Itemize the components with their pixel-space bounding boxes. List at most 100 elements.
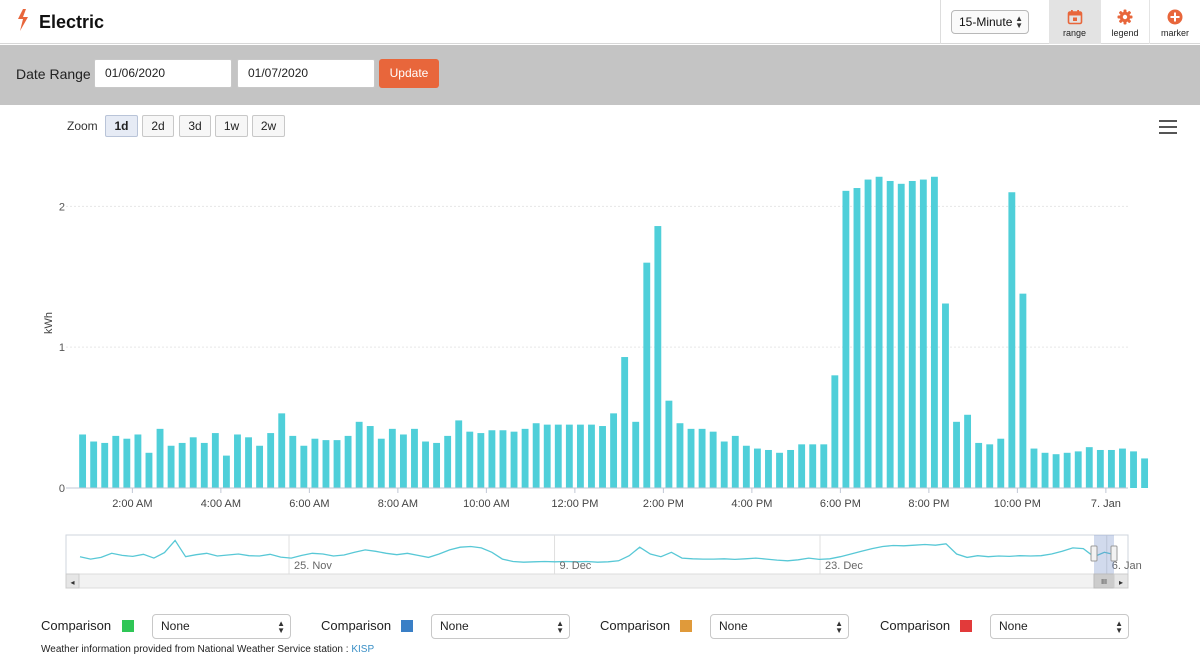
usage-bar[interactable] (919, 179, 927, 488)
navigator-right-handle[interactable] (1110, 545, 1118, 562)
usage-bar[interactable] (776, 452, 783, 488)
update-button[interactable]: Update (379, 59, 439, 88)
usage-bar[interactable] (1074, 451, 1082, 488)
usage-bar[interactable] (433, 442, 441, 488)
start-date-input[interactable]: 01/06/2020 (94, 59, 232, 88)
usage-bar[interactable] (90, 441, 98, 488)
usage-bar[interactable] (1119, 448, 1126, 488)
usage-bar[interactable] (344, 435, 352, 488)
range-button[interactable]: range (1049, 0, 1100, 44)
usage-bar[interactable] (145, 452, 153, 488)
usage-bar[interactable] (765, 449, 772, 488)
usage-bar[interactable] (565, 424, 573, 489)
weather-station-link[interactable]: KISP (351, 644, 375, 655)
usage-bar[interactable] (820, 444, 828, 488)
usage-bar[interactable] (267, 433, 275, 488)
usage-bar[interactable] (975, 442, 983, 488)
usage-bar[interactable] (610, 413, 618, 488)
usage-bar[interactable] (1107, 449, 1115, 488)
usage-bar[interactable] (997, 438, 1005, 488)
usage-bar[interactable] (875, 176, 883, 488)
usage-bar[interactable] (709, 431, 717, 488)
usage-bar[interactable] (222, 455, 230, 488)
usage-bar[interactable] (422, 441, 429, 488)
usage-bar[interactable] (798, 444, 806, 488)
usage-bar[interactable] (1008, 192, 1016, 488)
usage-bar[interactable] (1096, 449, 1104, 488)
usage-bar[interactable] (399, 434, 407, 488)
comparison-select[interactable]: None ▲ ▼ (152, 614, 291, 639)
usage-bar[interactable] (599, 426, 606, 488)
usage-bar[interactable] (156, 428, 164, 488)
usage-bar[interactable] (211, 433, 219, 488)
usage-bar[interactable] (942, 303, 949, 488)
marker-button[interactable]: marker (1149, 0, 1200, 44)
usage-bar[interactable] (809, 444, 817, 488)
zoom-1d-button[interactable]: 1d (105, 115, 138, 137)
usage-bar[interactable] (1063, 452, 1071, 488)
usage-bar[interactable] (101, 442, 109, 488)
usage-bar[interactable] (1085, 447, 1093, 488)
usage-bar[interactable] (953, 421, 960, 488)
usage-bar[interactable] (455, 420, 463, 488)
zoom-2d-button[interactable]: 2d (142, 115, 174, 137)
usage-bar[interactable] (842, 190, 850, 488)
usage-bar[interactable] (543, 424, 551, 489)
usage-bar[interactable] (411, 428, 418, 488)
usage-bar[interactable] (123, 438, 131, 488)
usage-bar[interactable] (178, 442, 186, 488)
usage-bar[interactable] (377, 438, 385, 488)
usage-bar[interactable] (588, 424, 595, 489)
usage-bar[interactable] (643, 262, 651, 488)
usage-bar[interactable] (200, 442, 208, 488)
usage-bar[interactable] (521, 428, 529, 488)
usage-bar[interactable] (665, 400, 673, 488)
usage-bar[interactable] (676, 423, 684, 488)
usage-bar[interactable] (831, 375, 839, 488)
usage-bar[interactable] (311, 438, 319, 488)
scroll-left-button[interactable] (65, 573, 80, 589)
usage-bar[interactable] (355, 421, 363, 488)
usage-bar[interactable] (853, 188, 861, 488)
usage-bar[interactable] (930, 176, 938, 488)
usage-bar[interactable] (289, 435, 297, 488)
usage-bar[interactable] (488, 430, 496, 488)
usage-bar[interactable] (908, 180, 916, 488)
usage-bar[interactable] (300, 445, 308, 488)
usage-bar[interactable] (245, 437, 252, 488)
usage-bar[interactable] (322, 440, 330, 488)
usage-bar[interactable] (234, 434, 241, 488)
usage-bar[interactable] (388, 428, 396, 488)
comparison-select[interactable]: None ▲ ▼ (990, 614, 1129, 639)
usage-bar[interactable] (1130, 451, 1137, 488)
comparison-select[interactable]: None ▲ ▼ (710, 614, 849, 639)
usage-bar[interactable] (720, 441, 728, 488)
legend-button[interactable]: legend (1100, 0, 1149, 44)
usage-bar[interactable] (1030, 448, 1038, 488)
usage-bar[interactable] (753, 448, 761, 488)
usage-bar[interactable] (366, 426, 374, 488)
usage-bar[interactable] (742, 445, 750, 488)
usage-bar[interactable] (787, 449, 795, 488)
usage-bar[interactable] (444, 435, 452, 488)
usage-bar[interactable] (621, 357, 629, 488)
usage-bar[interactable] (167, 445, 175, 488)
usage-bar[interactable] (986, 444, 994, 488)
usage-bar[interactable] (278, 413, 286, 488)
usage-bar[interactable] (576, 424, 584, 489)
usage-bar[interactable] (134, 434, 142, 488)
usage-bar[interactable] (256, 445, 264, 488)
end-date-input[interactable]: 01/07/2020 (237, 59, 375, 88)
usage-bar[interactable] (1052, 454, 1060, 488)
usage-bar[interactable] (499, 430, 507, 488)
navigator[interactable]: 25. Nov 9. Dec 23. Dec 6. Jan ◂ III ▸ (65, 534, 1142, 589)
usage-bar[interactable] (632, 421, 640, 488)
zoom-2w-button[interactable]: 2w (252, 115, 285, 137)
usage-bar[interactable] (477, 433, 485, 488)
usage-bar[interactable] (510, 431, 518, 488)
comparison-select[interactable]: None ▲ ▼ (431, 614, 570, 639)
usage-bar[interactable] (886, 180, 894, 488)
usage-bar[interactable] (1019, 293, 1027, 488)
usage-bar[interactable] (189, 437, 197, 488)
navigator-scrollbar[interactable] (65, 573, 1129, 589)
